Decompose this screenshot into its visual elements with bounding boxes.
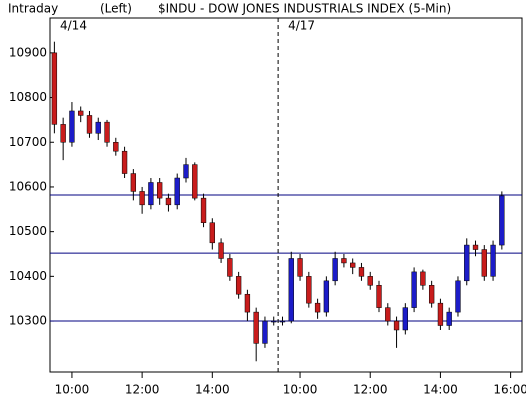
candle-body <box>385 307 391 322</box>
axis-side-label: (Left) <box>100 2 132 16</box>
candle-body <box>218 242 224 259</box>
candle-body <box>69 110 75 143</box>
session-label: 4/14 <box>60 19 87 33</box>
candle-body <box>350 262 356 268</box>
candle-body <box>306 276 312 304</box>
x-tick-label: 12:00 <box>125 383 160 397</box>
candle-body <box>464 244 470 282</box>
x-tick-label: 12:00 <box>353 383 388 397</box>
candle-body <box>376 285 382 308</box>
candle-body <box>437 302 444 326</box>
x-tick-label: 14:00 <box>195 383 230 397</box>
candle-body <box>411 271 417 308</box>
candle-body <box>157 182 163 199</box>
candle-body <box>174 177 180 206</box>
candle-body <box>235 276 242 295</box>
candle-body <box>428 285 435 304</box>
period-label: Intraday <box>8 2 58 16</box>
candle-body <box>165 197 172 206</box>
candle-body <box>499 195 505 246</box>
session-label: 4/17 <box>288 19 315 33</box>
candle-body <box>113 142 119 152</box>
candle-body <box>227 258 233 277</box>
candle-body <box>420 271 426 286</box>
candle-body <box>139 191 145 206</box>
candle-body <box>288 258 294 322</box>
candle-body <box>481 249 487 277</box>
candle-body <box>244 293 251 313</box>
candle-body <box>472 244 479 250</box>
y-tick-label: 10700 <box>9 135 47 149</box>
candle-body <box>271 320 277 323</box>
candle-body <box>446 311 452 326</box>
candle-body <box>332 258 338 282</box>
candle-body <box>402 307 408 331</box>
candle-body <box>297 258 303 277</box>
y-tick-label: 10600 <box>9 179 47 193</box>
candle-body <box>490 244 496 277</box>
candle-body <box>341 258 347 264</box>
candle-body <box>130 173 137 192</box>
candle-body <box>51 52 58 125</box>
y-tick-label: 10300 <box>9 314 47 328</box>
candle-body <box>183 164 189 179</box>
candle-body <box>358 267 365 277</box>
candle-body <box>78 110 84 116</box>
candle-body <box>104 121 110 143</box>
x-tick-label: 10:00 <box>283 383 318 397</box>
x-tick-label: 10:00 <box>55 383 90 397</box>
candle-body <box>314 302 321 313</box>
candle-body <box>192 164 198 199</box>
candle-body <box>121 150 128 174</box>
x-tick-label: 14:00 <box>423 383 458 397</box>
candle-body <box>209 222 215 244</box>
x-tick-label: 16:00 <box>493 383 526 397</box>
y-tick-label: 10500 <box>9 224 47 238</box>
candle-body <box>95 121 101 134</box>
candle-body <box>262 320 268 344</box>
candle-body <box>279 320 286 323</box>
candle-body <box>200 197 207 223</box>
candle-body <box>455 280 461 313</box>
candle-body <box>253 311 259 344</box>
candle-body <box>60 124 66 143</box>
y-tick-label: 10800 <box>9 90 47 104</box>
candle-body <box>86 115 93 134</box>
candle-body <box>148 182 154 206</box>
y-tick-label: 10900 <box>9 45 47 59</box>
chart-title: $INDU - DOW JONES INDUSTRIALS INDEX (5-M… <box>158 2 451 16</box>
candle-body <box>367 276 373 286</box>
y-tick-label: 10400 <box>9 269 47 283</box>
candle-body <box>323 280 330 313</box>
candle-body <box>393 320 400 331</box>
